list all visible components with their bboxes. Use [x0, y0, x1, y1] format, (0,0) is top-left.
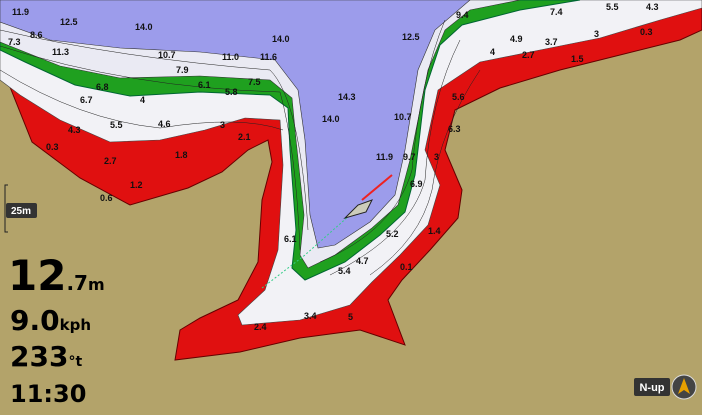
depth-label: 4.9	[510, 34, 523, 44]
depth-label: 14.0	[135, 22, 153, 32]
depth-label: 9.4	[456, 10, 469, 20]
depth-label: 3.4	[304, 311, 317, 321]
depth-label: 14.0	[322, 114, 340, 124]
depth-label: 6.9	[410, 179, 423, 189]
depth-label: 5.4	[338, 266, 351, 276]
depth-label: 7.4	[550, 7, 563, 17]
depth-label: 6.1	[198, 80, 211, 90]
depth-label: 5.5	[606, 2, 619, 12]
depth-label: 1.8	[175, 150, 188, 160]
compass-arrow	[678, 378, 690, 394]
depth-label: 2.1	[238, 132, 251, 142]
depth-label: 14.3	[338, 92, 356, 102]
depth-label: 7.3	[8, 37, 21, 47]
depth-label: 0.6	[100, 193, 113, 203]
heading-line	[361, 174, 393, 201]
depth-label: 4.6	[158, 119, 171, 129]
depth-label: 3	[594, 29, 599, 39]
contours	[0, 19, 481, 276]
depth-label: 5.5	[110, 120, 123, 130]
depth-label: 4	[490, 47, 495, 57]
depth-label: 1.5	[571, 54, 584, 64]
depth-label: 4.3	[68, 125, 81, 135]
depth-label: 3.7	[545, 37, 558, 47]
depth-label: 2.7	[522, 50, 535, 60]
depth-label: 12.5	[402, 32, 420, 42]
depth-label: 7.9	[176, 65, 189, 75]
depth-label: 6.7	[80, 95, 93, 105]
depth-label: 10.7	[394, 112, 412, 122]
depth-label: 10.7	[158, 50, 176, 60]
depth-label: 2.7	[104, 156, 117, 166]
depth-label: 6.3	[448, 124, 461, 134]
deep-water	[0, 0, 471, 249]
depth-label: 6.8	[96, 82, 109, 92]
depth-label: 11.6	[260, 52, 277, 62]
depth-label: 14.0	[272, 34, 290, 44]
depth-label: 8.6	[30, 30, 43, 40]
scale: 25m	[11, 206, 31, 217]
depth-label: 4.7	[356, 256, 369, 266]
depth-label: 4.3	[646, 2, 659, 12]
depth-label: 0.3	[46, 142, 59, 152]
depth-label: 6.1	[284, 234, 297, 244]
time-readout: 11:30	[10, 380, 86, 408]
depth-label: 5.8	[225, 87, 238, 97]
depth-label: 3	[434, 152, 439, 162]
orientation[interactable]: N-up	[639, 382, 664, 394]
depth-label: 11.3	[52, 47, 69, 57]
scale-bar	[4, 184, 8, 233]
scale-box	[6, 203, 37, 218]
depth-label: 0.1	[400, 262, 413, 272]
depth-label: 12.5	[60, 17, 78, 27]
depth-label: 7.5	[248, 77, 261, 87]
speed-readout: 9.0kph	[10, 304, 91, 337]
depth-label: 1.2	[130, 180, 143, 190]
orientation-box[interactable]	[634, 378, 670, 396]
depth-label: 3	[220, 120, 225, 130]
depth-label: 5.2	[386, 229, 399, 239]
depth-label: 0.3	[640, 27, 653, 37]
depth-label: 11.9	[12, 7, 29, 17]
depth-label: 1.4	[428, 226, 441, 236]
depth-label: 4	[140, 95, 145, 105]
heading-readout: 233°t	[10, 340, 82, 373]
depth-label: 9.7	[403, 152, 416, 162]
depth-label: 11.9	[376, 152, 393, 162]
depth-label: 11.0	[222, 52, 239, 62]
depth-label: 2.4	[254, 322, 267, 332]
depth-readout: 12.7m	[8, 251, 105, 300]
depth-label: 5.6	[452, 92, 465, 102]
boat	[343, 199, 374, 220]
depth-label: 5	[348, 312, 353, 322]
